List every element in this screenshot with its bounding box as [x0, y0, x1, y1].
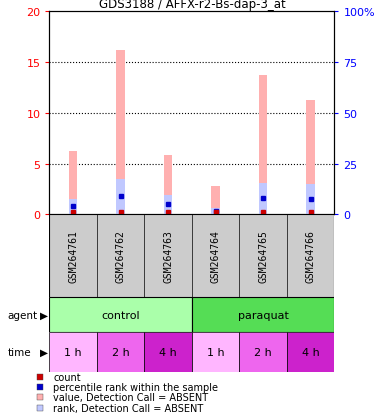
Bar [306, 184, 315, 215]
Bar [97, 332, 144, 372]
Bar [49, 297, 192, 332]
Bar [49, 332, 97, 372]
Bar [211, 186, 220, 215]
Bar [69, 152, 78, 215]
Bar [116, 179, 125, 215]
Title: GDS3188 / AFFX-r2-Bs-dap-3_at: GDS3188 / AFFX-r2-Bs-dap-3_at [98, 0, 285, 11]
Text: 2 h: 2 h [112, 347, 130, 357]
Bar [164, 195, 173, 215]
Text: rank, Detection Call = ABSENT: rank, Detection Call = ABSENT [53, 403, 203, 413]
Bar [259, 76, 268, 215]
Text: 4 h: 4 h [302, 347, 320, 357]
Text: ▶: ▶ [40, 347, 48, 357]
Text: percentile rank within the sample: percentile rank within the sample [53, 382, 218, 392]
Text: GSM264764: GSM264764 [211, 230, 221, 282]
Text: GSM264763: GSM264763 [163, 230, 173, 282]
Text: time: time [8, 347, 31, 357]
Text: GSM264762: GSM264762 [116, 230, 126, 282]
Text: paraquat: paraquat [238, 310, 288, 320]
Text: GSM264761: GSM264761 [68, 230, 78, 282]
Text: value, Detection Call = ABSENT: value, Detection Call = ABSENT [53, 392, 208, 403]
Bar [116, 51, 125, 215]
Text: 1 h: 1 h [207, 347, 225, 357]
Text: 2 h: 2 h [254, 347, 272, 357]
Bar [259, 183, 268, 215]
Text: count: count [53, 372, 81, 382]
Text: 4 h: 4 h [159, 347, 177, 357]
Text: GSM264766: GSM264766 [306, 230, 316, 282]
Text: GSM264765: GSM264765 [258, 230, 268, 282]
Text: control: control [101, 310, 140, 320]
Bar [192, 332, 239, 372]
Bar [69, 199, 78, 215]
Bar [164, 156, 173, 215]
Text: agent: agent [8, 310, 38, 320]
Bar [211, 209, 220, 215]
Text: ▶: ▶ [40, 310, 48, 320]
Bar [306, 100, 315, 215]
Bar [144, 332, 192, 372]
Text: 1 h: 1 h [64, 347, 82, 357]
Bar [287, 332, 334, 372]
Bar [192, 297, 334, 332]
Bar [239, 332, 287, 372]
